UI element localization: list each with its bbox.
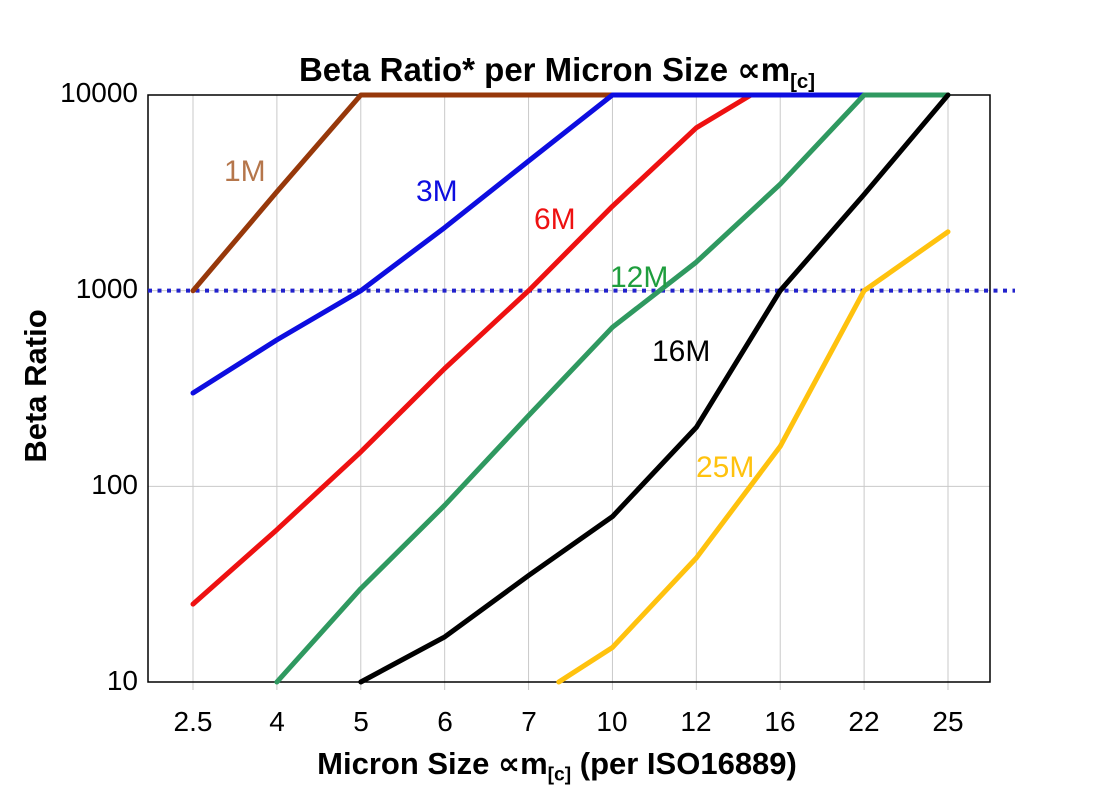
x-tick-4: 4 [269, 706, 285, 737]
series-label-25m: 25M [696, 451, 755, 484]
series-line-16m [358, 92, 951, 685]
series-line-1m [190, 92, 615, 294]
micron-subscript: [c] [790, 70, 816, 94]
series-label-6m: 6M [534, 203, 576, 236]
x-tick-6: 6 [437, 706, 453, 737]
x-tick-2-5: 2.5 [173, 706, 213, 737]
series-label-12m: 12M [610, 261, 669, 294]
x-tick-22: 22 [848, 706, 880, 737]
series-label-1m: 1M [224, 155, 266, 188]
y-tick-10000: 10000 [60, 77, 138, 108]
x-tick-7: 7 [521, 706, 537, 737]
y-tick-10: 10 [106, 665, 138, 696]
x-tick-5: 5 [353, 706, 369, 737]
x-tick-12: 12 [680, 706, 712, 737]
series-line-3m [190, 92, 867, 396]
series-label-16m: 16M [652, 335, 711, 368]
x-axis-title: Micron Size ∝m[c] (per ISO16889) [0, 746, 1114, 787]
micron-subscript: [c] [547, 764, 572, 786]
series-line-12m [274, 92, 951, 685]
series-line-6m [190, 92, 754, 607]
micron-symbol: ∝m [737, 51, 791, 88]
series-label-3m: 3M [416, 175, 458, 208]
x-title-suffix: (per ISO16889) [571, 746, 797, 781]
x-tick-25: 25 [932, 706, 964, 737]
y-tick-100: 100 [91, 469, 138, 500]
chart-title-text: Beta Ratio* per Micron Size [298, 51, 738, 88]
micron-symbol: ∝m [498, 746, 548, 781]
series-line-25m [556, 229, 951, 685]
y-tick-1000: 1000 [75, 273, 138, 304]
chart-title: Beta Ratio* per Micron Size ∝m[c] [0, 50, 1114, 94]
x-tick-16: 16 [764, 706, 796, 737]
x-title-text: Micron Size [317, 746, 499, 781]
x-tick-10: 10 [596, 706, 628, 737]
